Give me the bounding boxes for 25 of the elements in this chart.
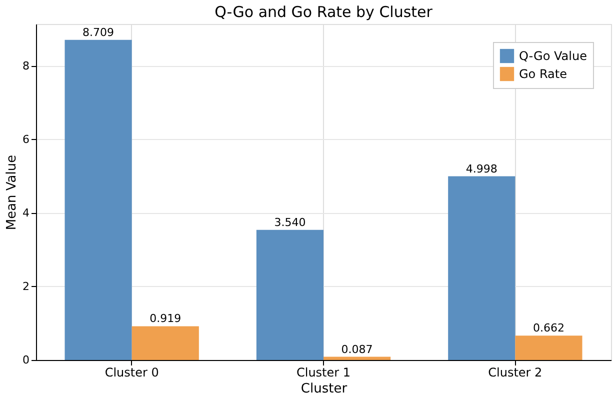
legend-label: Go Rate: [519, 67, 567, 81]
y-tick-label: 0: [22, 354, 30, 366]
bar: [515, 336, 582, 360]
x-tick-label: Cluster 2: [488, 366, 542, 380]
y-axis-title: Mean Value: [4, 154, 20, 230]
y-tick-label: 6: [22, 132, 30, 146]
data-label: 4.998: [466, 162, 498, 176]
legend-label: Q-Go Value: [519, 49, 587, 63]
bar: [448, 176, 516, 360]
y-tick-label: 8: [22, 59, 30, 72]
x-tick-label: Cluster 1: [296, 366, 351, 380]
x-tick-label: Cluster 0: [104, 366, 159, 380]
data-label: 8.709: [82, 26, 114, 39]
y-tick-label: 4: [22, 206, 30, 220]
bar: [324, 356, 391, 360]
bar: [132, 326, 199, 360]
bar: [256, 230, 324, 360]
data-label: 0.087: [341, 342, 373, 356]
data-label: 3.540: [274, 216, 306, 229]
data-label: 0.662: [532, 322, 564, 335]
y-tick-label: 2: [22, 280, 30, 293]
x-axis-title: Cluster: [300, 382, 348, 396]
chart-title: Q-Go and Go Rate by Cluster: [214, 3, 434, 21]
bar: [64, 40, 132, 360]
data-label: 0.919: [150, 312, 182, 326]
